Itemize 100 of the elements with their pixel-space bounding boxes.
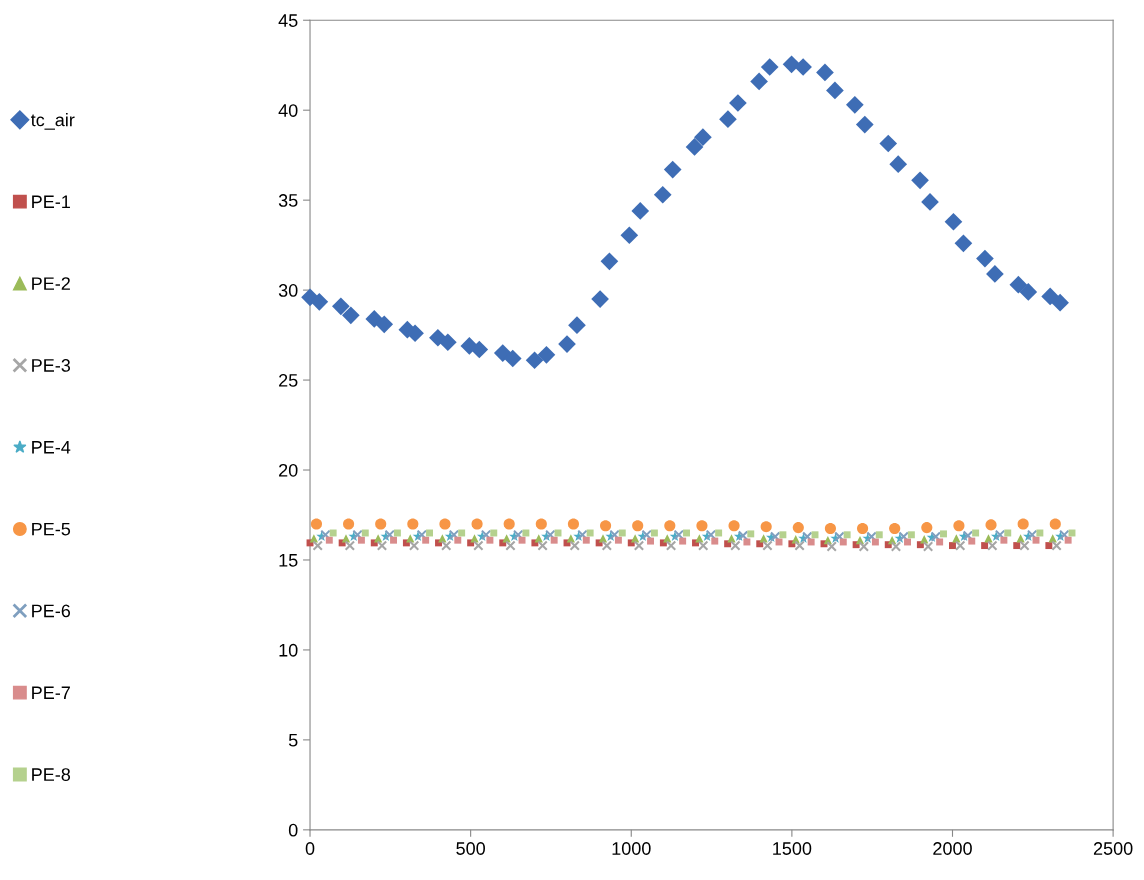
point xyxy=(921,522,933,534)
point xyxy=(471,518,483,530)
point xyxy=(525,351,544,370)
legend-label: PE-1 xyxy=(32,195,70,208)
point xyxy=(352,529,363,540)
point xyxy=(816,63,834,82)
y-tick-label: 30 xyxy=(278,284,298,297)
point xyxy=(486,536,494,544)
point xyxy=(728,520,740,532)
point xyxy=(911,171,929,190)
point xyxy=(344,540,356,551)
point xyxy=(518,536,526,544)
y-tick-label: 35 xyxy=(278,194,298,207)
point xyxy=(711,537,719,545)
point xyxy=(955,540,966,551)
point xyxy=(470,340,489,359)
point xyxy=(866,531,877,542)
point xyxy=(600,252,619,271)
point xyxy=(312,540,323,551)
point xyxy=(762,540,773,551)
point xyxy=(384,529,395,540)
point xyxy=(1049,518,1061,530)
point xyxy=(826,81,844,100)
point xyxy=(922,541,934,552)
point xyxy=(376,540,388,551)
point xyxy=(1019,283,1038,301)
point xyxy=(846,95,864,114)
point xyxy=(760,521,772,533)
point xyxy=(792,522,804,534)
point xyxy=(633,540,645,551)
point xyxy=(855,115,874,134)
point xyxy=(994,529,1006,540)
point xyxy=(1017,518,1029,530)
point xyxy=(641,529,652,540)
point xyxy=(503,349,522,368)
point xyxy=(558,335,576,353)
point xyxy=(1041,287,1059,306)
point xyxy=(1045,542,1053,550)
point xyxy=(537,540,548,551)
point xyxy=(843,531,851,539)
point xyxy=(824,522,836,535)
point xyxy=(729,94,747,112)
point xyxy=(441,540,452,551)
point xyxy=(694,128,712,147)
point xyxy=(568,316,586,335)
legend-label: PE-5 xyxy=(32,522,71,536)
point xyxy=(664,520,676,532)
point xyxy=(647,537,655,545)
point xyxy=(408,540,420,551)
point xyxy=(341,306,360,325)
point xyxy=(737,530,749,541)
point xyxy=(685,138,704,156)
point xyxy=(609,529,620,540)
point xyxy=(794,540,805,551)
point xyxy=(930,531,941,542)
point xyxy=(679,537,687,545)
point xyxy=(1019,540,1030,551)
point xyxy=(1009,275,1028,294)
point xyxy=(535,518,547,530)
point xyxy=(357,536,365,544)
y-tick-label: 25 xyxy=(279,374,298,387)
y-tick-label: 40 xyxy=(278,104,298,117)
point xyxy=(719,110,737,129)
point xyxy=(968,537,976,545)
point xyxy=(632,520,644,532)
point xyxy=(1059,529,1070,540)
point xyxy=(343,518,355,530)
point xyxy=(769,531,781,542)
point xyxy=(439,518,451,530)
point xyxy=(473,540,484,551)
legend-label: PE-7 xyxy=(32,686,70,699)
point xyxy=(879,134,898,153)
point xyxy=(1064,536,1072,544)
point xyxy=(663,160,682,179)
x-tick-label: 0 xyxy=(305,842,315,855)
point xyxy=(889,522,901,535)
legend-label: tc_air xyxy=(30,113,75,130)
point xyxy=(889,155,908,174)
point xyxy=(567,518,579,530)
point xyxy=(390,536,398,544)
point xyxy=(779,531,787,539)
point xyxy=(1013,542,1021,550)
point xyxy=(591,290,609,308)
point xyxy=(550,536,558,544)
point xyxy=(890,541,902,552)
point xyxy=(944,212,963,231)
point xyxy=(375,518,387,530)
point xyxy=(976,249,994,268)
point xyxy=(698,540,709,551)
y-tick-label: 15 xyxy=(279,554,298,567)
y-tick-label: 45 xyxy=(278,14,298,27)
point xyxy=(834,531,845,542)
point xyxy=(987,540,998,551)
point xyxy=(907,531,915,539)
point xyxy=(614,536,622,544)
point xyxy=(620,226,639,245)
point xyxy=(663,534,672,543)
x-tick-label: 500 xyxy=(456,842,485,855)
point xyxy=(569,540,580,551)
point xyxy=(856,522,869,535)
